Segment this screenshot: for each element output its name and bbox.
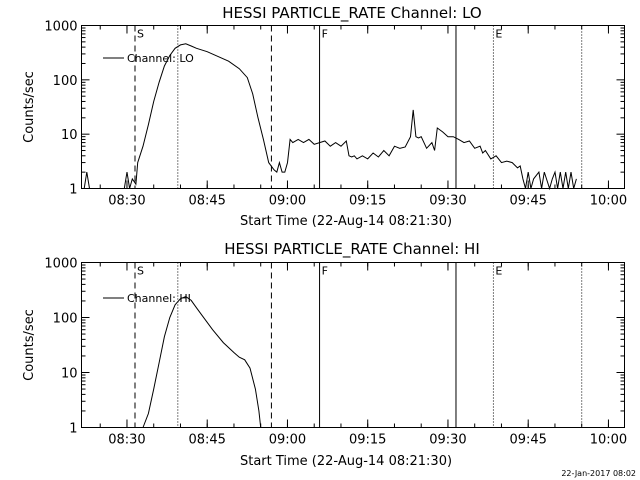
x-tick-label: 08:45 bbox=[188, 194, 225, 209]
event-marker-label: E bbox=[495, 28, 502, 41]
series-line-hi bbox=[142, 296, 262, 428]
legend-label-lo: Channel: LO bbox=[127, 52, 194, 65]
y-tick-label: 10 bbox=[61, 128, 78, 143]
legend-label-hi: Channel: HI bbox=[127, 292, 191, 305]
chart-panel-hi: HESSI PARTICLE_RATE Channel: HI Counts/s… bbox=[22, 240, 627, 469]
x-tick-label: 09:45 bbox=[509, 194, 546, 209]
y-tick-label: 1000 bbox=[44, 257, 77, 272]
x-tick-label: 09:30 bbox=[429, 194, 466, 209]
tick-group-lo: 08:30 08:45 09:00 09:15 09:30 09:45 10:00 1 10 10… bbox=[44, 20, 627, 209]
y-tick-label: 100 bbox=[53, 74, 78, 89]
x-tick-label: 08:45 bbox=[188, 433, 225, 448]
x-axis-label-lo: Start Time (22-Aug-14 08:21:30) bbox=[240, 214, 452, 229]
y-axis-label-lo: Counts/sec bbox=[22, 71, 37, 143]
x-tick-label: 09:15 bbox=[349, 194, 386, 209]
x-tick-label: 09:00 bbox=[269, 433, 306, 448]
chart-title-hi: HESSI PARTICLE_RATE Channel: HI bbox=[224, 240, 480, 259]
chart-panel-lo: HESSI PARTICLE_RATE Channel: LO Counts/s… bbox=[22, 4, 627, 229]
y-tick-label: 10 bbox=[61, 367, 78, 382]
plot-frame-lo bbox=[81, 25, 625, 189]
x-tick-label: 08:30 bbox=[108, 433, 145, 448]
footer-timestamp: 22-Jan-2017 08:02 bbox=[561, 469, 636, 478]
x-tick-label: 09:00 bbox=[269, 194, 306, 209]
y-tick-label: 100 bbox=[53, 312, 78, 327]
x-tick-label: 10:00 bbox=[590, 194, 627, 209]
x-tick-label: 09:15 bbox=[349, 433, 386, 448]
event-marker-label: F bbox=[322, 265, 328, 278]
legend-hi: Channel: HI bbox=[103, 292, 191, 305]
x-tick-label: 09:45 bbox=[509, 433, 546, 448]
y-tick-label: 1000 bbox=[44, 20, 77, 35]
y-axis-label-hi: Counts/sec bbox=[22, 309, 37, 381]
event-marker-label: S bbox=[137, 28, 144, 41]
x-tick-label: 09:30 bbox=[429, 433, 466, 448]
tick-group-hi: 08:30 08:45 09:00 09:15 09:30 09:45 10:00 1 10 10… bbox=[44, 257, 627, 448]
x-axis-label-hi: Start Time (22-Aug-14 08:21:30) bbox=[240, 454, 452, 469]
series-line-lo bbox=[83, 43, 577, 191]
plot-frame-hi bbox=[81, 262, 625, 428]
chart-title-lo: HESSI PARTICLE_RATE Channel: LO bbox=[222, 4, 481, 23]
x-tick-label: 10:00 bbox=[590, 433, 627, 448]
x-tick-label: 08:30 bbox=[108, 194, 145, 209]
y-tick-label: 1 bbox=[69, 183, 77, 198]
legend-lo: Channel: LO bbox=[103, 52, 194, 65]
event-marker-label: S bbox=[137, 265, 144, 278]
event-marker-label: E bbox=[495, 265, 502, 278]
event-marker-label: F bbox=[322, 28, 328, 41]
y-tick-label: 1 bbox=[69, 422, 77, 437]
